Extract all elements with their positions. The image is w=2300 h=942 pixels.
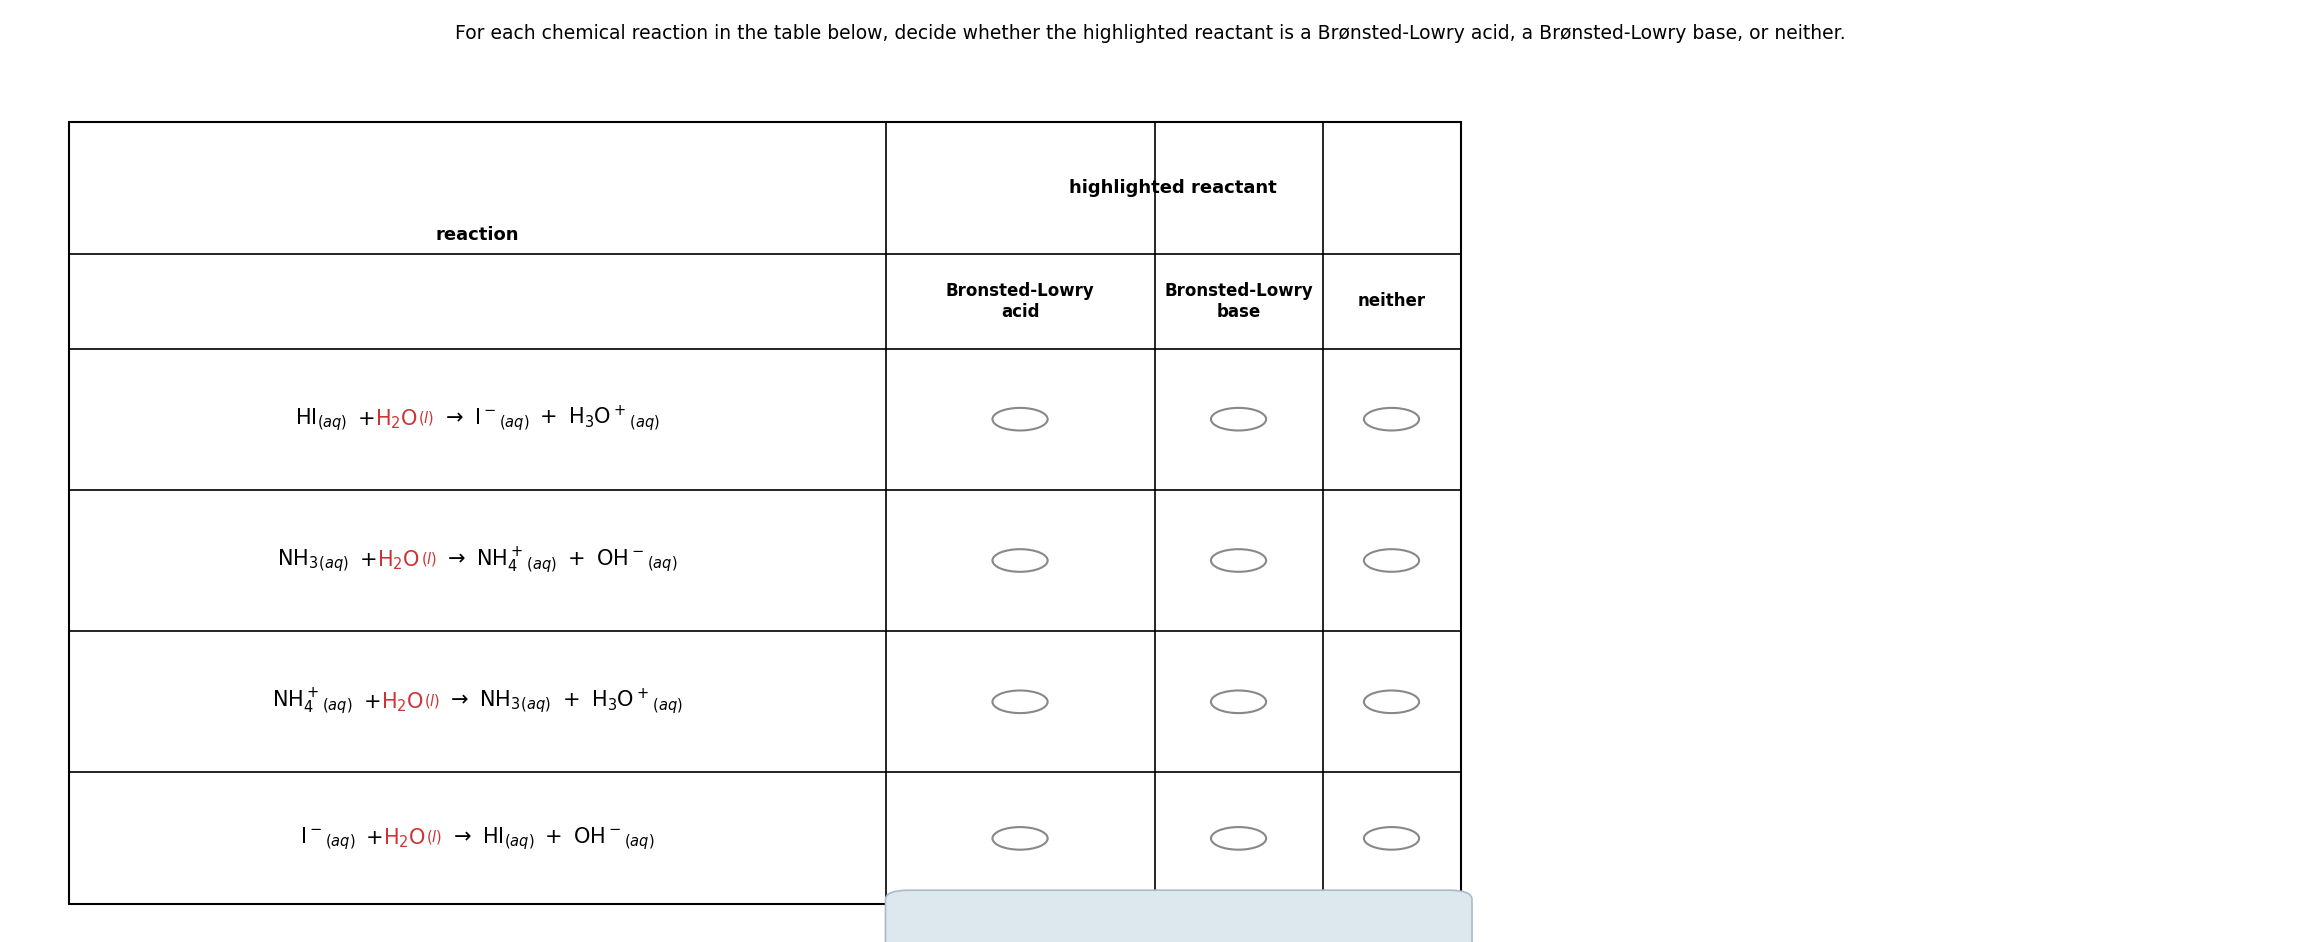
Text: $_{(l)}$: $_{(l)}$ — [423, 691, 439, 712]
Text: $\mathrm{H_2O}$: $\mathrm{H_2O}$ — [377, 548, 421, 573]
Text: $\mathrm{\ +\ OH^-}_{(aq)}$: $\mathrm{\ +\ OH^-}_{(aq)}$ — [557, 547, 676, 574]
Text: Bronsted-Lowry
acid: Bronsted-Lowry acid — [945, 282, 1095, 321]
Text: $\mathrm{HI}_{(aq)}$: $\mathrm{HI}_{(aq)}$ — [294, 406, 347, 432]
Text: highlighted reactant: highlighted reactant — [1070, 179, 1276, 198]
Text: $\mathrm{\ \rightarrow\ NH_3}_{(aq)}$: $\mathrm{\ \rightarrow\ NH_3}_{(aq)}$ — [439, 689, 552, 715]
Text: reaction: reaction — [435, 226, 520, 245]
Text: $\mathrm{\ \rightarrow\ I^-}_{(aq)}$: $\mathrm{\ \rightarrow\ I^-}_{(aq)}$ — [435, 406, 529, 432]
Text: $\mathrm{\ +\ }$: $\mathrm{\ +\ }$ — [352, 691, 382, 712]
Text: $\mathrm{\ \rightarrow\ NH_4^+}_{(aq)}$: $\mathrm{\ \rightarrow\ NH_4^+}_{(aq)}$ — [437, 545, 557, 576]
Bar — [69, 122, 1460, 904]
Text: neither: neither — [1357, 292, 1426, 311]
Text: $\mathrm{\ +\ }$: $\mathrm{\ +\ }$ — [350, 550, 377, 571]
Text: $\mathrm{\ +\ H_3O^+}_{(aq)}$: $\mathrm{\ +\ H_3O^+}_{(aq)}$ — [552, 687, 683, 717]
Text: $\mathrm{\ \rightarrow\ HI}_{(aq)}$: $\mathrm{\ \rightarrow\ HI}_{(aq)}$ — [442, 825, 534, 852]
FancyBboxPatch shape — [886, 890, 1472, 942]
Text: $_{(l)}$: $_{(l)}$ — [419, 409, 435, 430]
Text: For each chemical reaction in the table below, decide whether the highlighted re: For each chemical reaction in the table … — [455, 24, 1845, 42]
Text: Bronsted-Lowry
base: Bronsted-Lowry base — [1164, 282, 1313, 321]
Text: $\mathrm{NH_4^+}_{(aq)}$: $\mathrm{NH_4^+}_{(aq)}$ — [271, 687, 352, 717]
Text: $_{(l)}$: $_{(l)}$ — [426, 828, 442, 849]
Text: $\mathrm{\ +\ }$: $\mathrm{\ +\ }$ — [347, 409, 375, 430]
Text: $\mathrm{H_2O}$: $\mathrm{H_2O}$ — [384, 826, 426, 851]
Text: $\mathrm{\ +\ OH^-}_{(aq)}$: $\mathrm{\ +\ OH^-}_{(aq)}$ — [534, 825, 656, 852]
Text: $\mathrm{H_2O}$: $\mathrm{H_2O}$ — [375, 407, 419, 431]
Text: $\mathrm{I^-}_{(aq)}$: $\mathrm{I^-}_{(aq)}$ — [299, 825, 354, 852]
Text: $_{(l)}$: $_{(l)}$ — [421, 550, 437, 571]
Text: $\mathrm{H_2O}$: $\mathrm{H_2O}$ — [382, 690, 423, 714]
Text: $\mathrm{NH_3}_{(aq)}$: $\mathrm{NH_3}_{(aq)}$ — [278, 547, 350, 574]
Text: $\mathrm{\ +\ H_3O^+}_{(aq)}$: $\mathrm{\ +\ H_3O^+}_{(aq)}$ — [529, 404, 660, 434]
Text: $\mathrm{\ +\ }$: $\mathrm{\ +\ }$ — [354, 828, 384, 849]
